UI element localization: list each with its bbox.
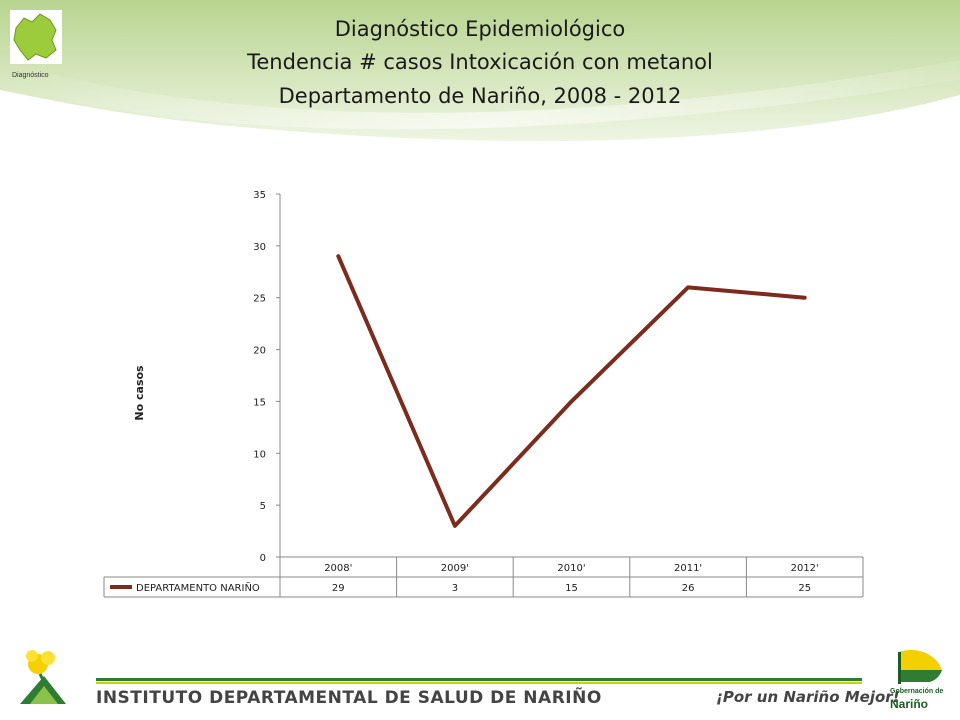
table-value: 25 — [798, 583, 811, 594]
table-value: 3 — [452, 583, 458, 594]
y-tick-label: 10 — [253, 449, 266, 460]
table-value: 29 — [332, 583, 345, 594]
series-name: DEPARTAMENTO NARIÑO — [136, 581, 260, 594]
data-point — [570, 399, 573, 403]
page-title-line1: Diagnóstico Epidemiológico — [334, 17, 626, 41]
logo-caption: Diagnóstico — [12, 72, 49, 79]
narino-label: Nariño — [890, 697, 929, 711]
x-category-label: 2011' — [674, 563, 702, 574]
page-title-line2: Tendencia # casos Intoxicación con metan… — [247, 50, 713, 74]
page-title-line3: Departamento de Nariño, 2008 - 2012 — [278, 84, 682, 108]
x-category-label: 2012' — [791, 563, 819, 574]
x-category-label: 2009' — [441, 563, 469, 574]
y-tick-label: 20 — [253, 346, 266, 357]
footer-divider-green — [96, 678, 862, 681]
institute-name: INSTITUTO DEPARTAMENTAL DE SALUD DE NARI… — [96, 688, 602, 708]
data-point — [803, 296, 807, 300]
data-point — [686, 285, 690, 289]
x-category-label: 2008' — [324, 563, 352, 574]
institute-flower-logo — [20, 650, 66, 704]
y-tick-label: 15 — [253, 397, 266, 408]
data-point — [336, 254, 340, 258]
y-axis-label: No casos — [133, 365, 146, 421]
series-line — [336, 254, 807, 528]
gobernacion-logo — [898, 650, 942, 684]
y-tick-label: 5 — [260, 501, 266, 512]
table-value: 26 — [682, 583, 695, 594]
y-tick-label: 25 — [253, 294, 266, 305]
footer-divider-lime — [96, 682, 862, 684]
gobernacion-label: Gobernación de — [890, 688, 944, 695]
y-tick-label: 35 — [253, 190, 266, 201]
y-tick-label: 30 — [253, 242, 266, 253]
department-map-logo — [10, 10, 62, 64]
y-tick-label: 0 — [260, 553, 266, 564]
x-category-label: 2010' — [557, 563, 585, 574]
data-point — [453, 524, 457, 528]
slogan: ¡Por un Nariño Mejor! — [716, 688, 900, 706]
table-value: 15 — [565, 583, 578, 594]
